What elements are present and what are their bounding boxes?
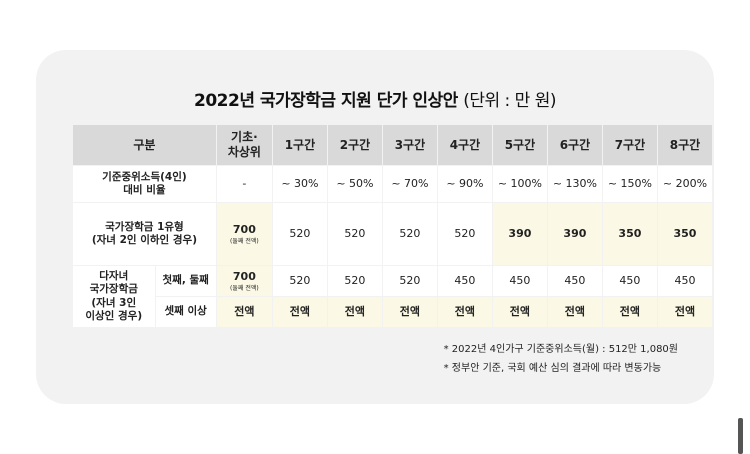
multi-row1-basic-note: (둘째 전액) bbox=[230, 284, 259, 292]
type1-label: 국가장학금 1유형 (자녀 2인 이하인 경우) bbox=[72, 202, 217, 266]
table-cell: 520 bbox=[326, 265, 383, 297]
footnote: * 정부안 기준, 국회 예산 심의 결과에 따라 변동가능 bbox=[443, 363, 662, 374]
table-cell: ~ 150% bbox=[601, 165, 658, 203]
multi-row1-label: 첫째, 둘째 bbox=[154, 265, 217, 297]
table-cell-highlight: 전액 bbox=[546, 296, 603, 328]
header-bracket: 4구간 bbox=[436, 124, 493, 166]
table-cell: ~ 200% bbox=[656, 165, 714, 203]
table-cell-highlight: 390 bbox=[546, 202, 603, 266]
table-cell: 450 bbox=[656, 265, 714, 297]
table-cell: ~ 50% bbox=[326, 165, 383, 203]
header-bracket: 3구간 bbox=[381, 124, 438, 166]
title-text: 2022년 국가장학금 지원 단가 인상안 bbox=[194, 91, 458, 111]
income-basic: - bbox=[215, 165, 273, 203]
header-bracket: 7구간 bbox=[601, 124, 658, 166]
header-bracket: 1구간 bbox=[271, 124, 328, 166]
table-cell-highlight: 350 bbox=[656, 202, 714, 266]
table-cell-highlight: 전액 bbox=[656, 296, 714, 328]
type1-basic-value: 700 bbox=[232, 222, 256, 236]
footnotes: * 2022년 4인가구 기준중위소득(월) : 512만 1,080원 * 정… bbox=[444, 340, 678, 378]
content-card: 2022년 국가장학금 지원 단가 인상안 (단위 : 만 원) 구분 기초· … bbox=[36, 50, 714, 404]
header-bracket: 2구간 bbox=[326, 124, 383, 166]
table-cell: 450 bbox=[601, 265, 658, 297]
multi-row-1: 다자녀 국가장학금 (자녀 3인 이상인 경우) 첫째, 둘째 700 (둘째 … bbox=[72, 265, 714, 328]
type1-basic-note: (둘째 전액) bbox=[230, 237, 259, 245]
income-row: 기준중위소득(4인) 대비 비율 - ~ 30% ~ 50% ~ 70% ~ 9… bbox=[72, 165, 714, 203]
header-bracket: 6구간 bbox=[546, 124, 603, 166]
multi-row2-basic: 전액 bbox=[215, 296, 273, 328]
table-cell-highlight: 전액 bbox=[601, 296, 658, 328]
table-cell: ~ 90% bbox=[436, 165, 493, 203]
table-cell-highlight: 350 bbox=[601, 202, 658, 266]
multi-label: 다자녀 국가장학금 (자녀 3인 이상인 경우) bbox=[72, 265, 156, 328]
table-cell: 520 bbox=[271, 202, 328, 266]
header-basic: 기초· 차상위 bbox=[215, 124, 273, 166]
type1-basic: 700 (둘째 전액) bbox=[215, 202, 273, 266]
page-title: 2022년 국가장학금 지원 단가 인상안 (단위 : 만 원) bbox=[36, 86, 714, 111]
table-cell: 520 bbox=[436, 202, 493, 266]
table-cell: 450 bbox=[491, 265, 548, 297]
table-cell-highlight: 390 bbox=[491, 202, 548, 266]
scholarship-table: 구분 기초· 차상위 1구간 2구간 3구간 4구간 5구간 6구간 7구간 8… bbox=[72, 124, 714, 328]
table-cell: 520 bbox=[326, 202, 383, 266]
income-label: 기준중위소득(4인) 대비 비율 bbox=[72, 165, 217, 203]
table-cell: 450 bbox=[546, 265, 603, 297]
table-cell: 520 bbox=[381, 202, 438, 266]
table-cell: ~ 30% bbox=[271, 165, 328, 203]
header-category: 구분 bbox=[72, 124, 217, 166]
table-cell-highlight: 전액 bbox=[326, 296, 383, 328]
table-cell-highlight: 전액 bbox=[436, 296, 493, 328]
table-cell: ~ 130% bbox=[546, 165, 603, 203]
type1-row: 국가장학금 1유형 (자녀 2인 이하인 경우) 700 (둘째 전액) 520… bbox=[72, 202, 714, 266]
table-cell: 520 bbox=[271, 265, 328, 297]
table-cell: 450 bbox=[436, 265, 493, 297]
header-bracket: 8구간 bbox=[656, 124, 714, 166]
table-cell-highlight: 전액 bbox=[491, 296, 548, 328]
multi-row1-basic: 700 (둘째 전액) bbox=[215, 265, 273, 297]
table-cell: ~ 100% bbox=[491, 165, 548, 203]
multi-row1-basic-value: 700 bbox=[232, 269, 256, 283]
table-cell: ~ 70% bbox=[381, 165, 438, 203]
table-cell-highlight: 전액 bbox=[271, 296, 328, 328]
title-unit: (단위 : 만 원) bbox=[463, 91, 556, 111]
header-bracket: 5구간 bbox=[491, 124, 548, 166]
scrollbar[interactable] bbox=[738, 418, 743, 454]
multi-row2-label: 셋째 이상 bbox=[154, 296, 217, 328]
header-row: 구분 기초· 차상위 1구간 2구간 3구간 4구간 5구간 6구간 7구간 8… bbox=[72, 124, 714, 166]
table-cell-highlight: 전액 bbox=[381, 296, 438, 328]
footnote: * 2022년 4인가구 기준중위소득(월) : 512만 1,080원 bbox=[443, 344, 678, 355]
multi-row-2: 셋째 이상 전액 전액 전액 전액 전액 전액 전액 전액 전액 bbox=[73, 296, 714, 328]
table-cell: 520 bbox=[381, 265, 438, 297]
